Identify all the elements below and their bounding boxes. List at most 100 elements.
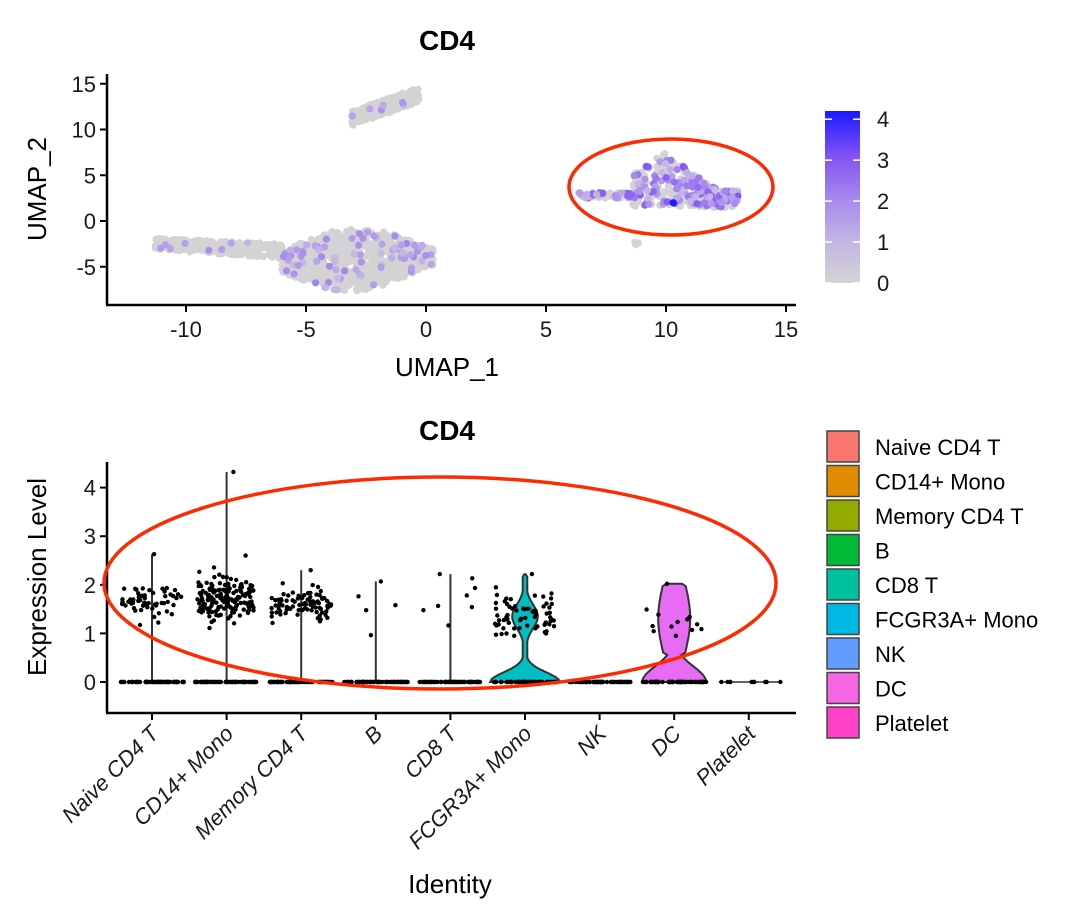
violin-point — [228, 605, 233, 610]
violin-point — [313, 605, 318, 610]
umap-cell-point-expressing — [668, 172, 676, 180]
violin-point — [284, 598, 289, 603]
violin-point — [249, 679, 255, 685]
violin-point — [532, 614, 537, 620]
violin-point — [541, 604, 546, 609]
umap-cell-point-expressing — [332, 266, 340, 274]
umap-cell-point — [372, 99, 380, 107]
umap-cell-point — [259, 253, 267, 261]
violin-point — [525, 623, 530, 628]
violin-point — [318, 588, 323, 594]
violin-point — [172, 679, 177, 685]
legend-item: CD8 T — [826, 568, 938, 601]
legend-item: CD14+ Mono — [826, 464, 1005, 498]
umap-cell-point — [191, 246, 199, 254]
violin-point — [121, 679, 126, 685]
violin-point — [517, 625, 522, 631]
umap-cell-point-expressing — [628, 191, 636, 199]
violin-point — [147, 588, 152, 593]
umap-cell-point-expressing — [366, 105, 374, 113]
violin-point — [295, 596, 301, 601]
violin-point — [214, 600, 219, 605]
violin-point — [210, 600, 215, 605]
umap-x-tick-label: 5 — [540, 317, 552, 342]
umap-cell-point-expressing — [683, 182, 691, 190]
umap-cell-point-expressing — [341, 267, 349, 275]
violin-point — [154, 601, 159, 606]
legend-label: DC — [875, 677, 907, 702]
umap-y-tick-label: 5 — [84, 163, 96, 188]
violin-point — [171, 602, 176, 608]
violin-point — [217, 572, 222, 577]
violin-point — [449, 679, 454, 685]
umap-cell-point-expressing — [403, 239, 411, 248]
umap-cell-point-expressing — [644, 163, 652, 171]
umap-cell-point-expressing — [317, 253, 326, 261]
umap-cell-point-expressing — [290, 270, 298, 278]
violin-point — [231, 590, 236, 596]
violin-point — [145, 605, 150, 610]
violin-x-tick-label: CD8 T — [399, 720, 463, 784]
violin-point — [512, 633, 517, 638]
violin-point — [150, 590, 156, 596]
violin-point — [276, 606, 281, 611]
violin-point — [668, 679, 673, 685]
violin-point — [228, 679, 233, 685]
violin-point — [518, 618, 523, 623]
umap-cell-point-expressing — [161, 241, 169, 249]
violin-point — [299, 595, 305, 601]
umap-cell-point-expressing — [688, 183, 696, 191]
umap-cell-point-expressing — [662, 160, 670, 168]
umap-cell-point — [349, 118, 357, 127]
violin-point — [237, 613, 243, 618]
violin-x-tick-label: DC — [646, 721, 686, 761]
umap-cell-point-expressing — [348, 234, 356, 243]
violin-point — [286, 593, 291, 598]
violin-point — [146, 601, 151, 606]
umap-y-tick-label: -5 — [76, 255, 96, 280]
violin-point — [140, 586, 145, 591]
violin-point — [512, 604, 518, 609]
violin-point — [211, 587, 216, 593]
legend-label: B — [875, 539, 890, 564]
violin-point — [229, 597, 234, 602]
violin-point — [277, 600, 282, 605]
legend-swatch — [826, 568, 860, 601]
violin-point — [218, 604, 224, 609]
umap-cell-point — [151, 244, 160, 252]
umap-cell-point-expressing — [313, 257, 321, 265]
umap-cell-point — [390, 259, 398, 267]
violin-point — [142, 593, 147, 598]
violin-point — [541, 594, 546, 599]
umap-cell-point-expressing — [320, 243, 329, 251]
umap-x-tick-label: 0 — [420, 317, 432, 342]
umap-cell-point — [301, 276, 309, 284]
umap-cell-point-expressing — [729, 187, 737, 195]
violin-point — [212, 574, 217, 580]
violin-point — [156, 611, 162, 616]
umap-cell-point — [333, 242, 341, 250]
violin-point — [364, 679, 369, 685]
umap-cell-point — [660, 188, 668, 196]
umap-cell-point-expressing — [325, 262, 334, 270]
violin-point — [281, 592, 286, 597]
legend-swatch — [826, 671, 860, 705]
colorbar-tick-label: 1 — [877, 230, 889, 255]
legend-item: Platelet — [826, 706, 948, 739]
violin-point — [207, 625, 212, 631]
violin-point — [515, 679, 520, 685]
violin-point — [164, 609, 170, 614]
violin-point — [455, 679, 461, 685]
violin-point — [584, 679, 589, 685]
violin-point — [364, 608, 369, 613]
umap-cell-point-expressing — [218, 245, 226, 254]
violin-point — [502, 617, 508, 622]
umap-cell-point-expressing — [667, 156, 675, 164]
umap-cell-point-expressing — [673, 185, 681, 193]
violin-point — [274, 610, 279, 615]
umap-cell-point-expressing — [717, 198, 726, 206]
violin-point — [198, 583, 204, 589]
umap-x-tick-label: 15 — [774, 317, 798, 342]
violin-point — [222, 600, 227, 605]
